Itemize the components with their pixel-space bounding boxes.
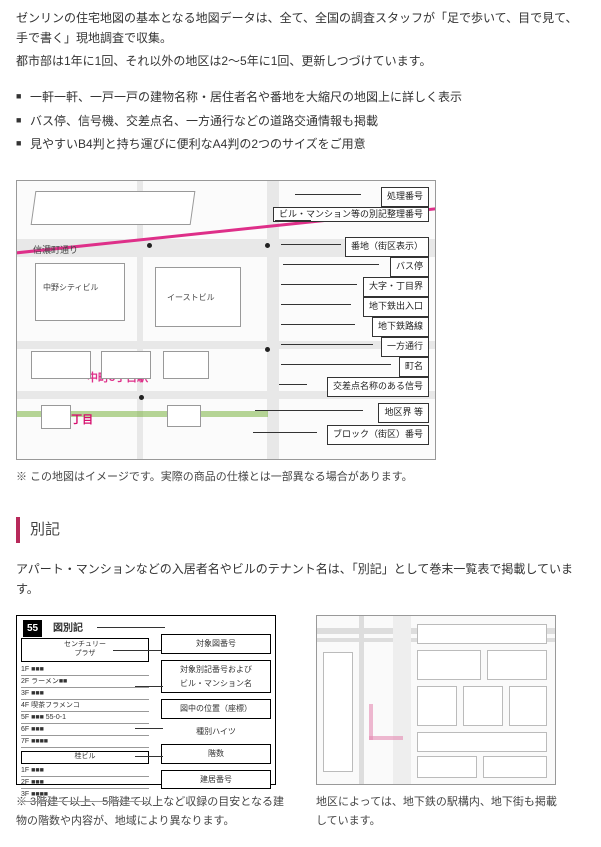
map-callout: 地区界 等 xyxy=(378,403,429,422)
map-callout: バス停 xyxy=(390,257,429,276)
key-right-box: 図中の位置（座標） xyxy=(161,699,271,719)
key-left-header-2: 桂ビル xyxy=(21,751,149,764)
two-column-row: 55 図別記 センチュリー プラザ 1F ■■■ 2F ラーメン■■ 3F ■■… xyxy=(16,615,585,830)
key-row: 2F ラーメン■■ xyxy=(21,676,149,688)
key-row: 5F ■■■ 55-0-1 xyxy=(21,712,149,724)
map-callout: 地下鉄路線 xyxy=(372,317,429,336)
map-callout: 地下鉄出入口 xyxy=(363,297,429,316)
key-row: 6F ■■■ xyxy=(21,724,149,736)
station-map-note: 地区によっては、地下鉄の駅構内、地下街も掲載しています。 xyxy=(316,793,566,830)
key-row: 1F ■■■ xyxy=(21,765,149,777)
feature-item: バス停、信号機、交差点名、一方通行などの道路交通情報も掲載 xyxy=(16,111,585,131)
key-row: 7F ■■■■ xyxy=(21,736,149,748)
map-callout: 処理番号 xyxy=(381,187,429,206)
key-diagram: 55 図別記 センチュリー プラザ 1F ■■■ 2F ラーメン■■ 3F ■■… xyxy=(16,615,276,785)
station-map-column: 地区によっては、地下鉄の駅構内、地下街も掲載しています。 xyxy=(316,615,566,830)
station-map xyxy=(316,615,556,785)
section-heading: 別記 xyxy=(16,517,585,543)
map-callout: 番地（街区表示） xyxy=(345,237,429,256)
key-right-box: 対象図番号 xyxy=(161,634,271,654)
key-row: 2F ■■■ xyxy=(21,777,149,789)
street-label: 信濃町通り xyxy=(33,243,78,258)
intro-line-2: 都市部は1年に1回、それ以外の地区は2〜5年に1回、更新しつづけています。 xyxy=(16,51,585,71)
key-right-box: 対象別記番号および ビル・マンション名 xyxy=(161,660,271,693)
key-row: 3F ■■■■ xyxy=(21,789,149,801)
key-badge-label: 図別記 xyxy=(53,620,83,637)
intro-line-1: ゼンリンの住宅地図の基本となる地図データは、全て、全国の調査スタッフが「足で歩い… xyxy=(16,8,585,49)
intro-text: ゼンリンの住宅地図の基本となる地図データは、全て、全国の調査スタッフが「足で歩い… xyxy=(16,8,585,71)
map-disclaimer: ※ この地図はイメージです。実際の商品の仕様とは一部異なる場合があります。 xyxy=(16,468,585,487)
map-callout: ブロック（街区）番号 xyxy=(327,425,429,444)
building-label: 中野シティビル xyxy=(43,281,99,295)
key-row: 3F ■■■ xyxy=(21,688,149,700)
building-label: イーストビル xyxy=(167,291,215,305)
section-description: アパート・マンションなどの入居者名やビルのテナント名は、「別記」として巻末一覧表… xyxy=(16,559,585,600)
map-illustration: 信濃町通り 中町3丁目駅 無能1丁目 中野シティビル イーストビル 処理番号 ビ… xyxy=(16,180,436,460)
key-right-box: 建居番号 xyxy=(161,770,271,790)
key-mid-label: 種別ハイツ xyxy=(161,725,271,739)
key-right-box: 階数 xyxy=(161,744,271,764)
key-row: 1F ■■■ xyxy=(21,664,149,676)
main-map-figure: 信濃町通り 中町3丁目駅 無能1丁目 中野シティビル イーストビル 処理番号 ビ… xyxy=(16,180,585,487)
map-callout: 一方通行 xyxy=(381,337,429,356)
key-row: 4F 喫茶フラメンコ xyxy=(21,700,149,712)
key-badge: 55 xyxy=(23,620,42,637)
map-callout: 町名 xyxy=(399,357,429,376)
feature-list: 一軒一軒、一戸一戸の建物名称・居住者名や番地を大縮尺の地図上に詳しく表示 バス停… xyxy=(16,87,585,154)
feature-item: 見やすいB4判と持ち運びに便利なA4判の2つのサイズをご用意 xyxy=(16,134,585,154)
feature-item: 一軒一軒、一戸一戸の建物名称・居住者名や番地を大縮尺の地図上に詳しく表示 xyxy=(16,87,585,107)
map-callout: 交差点名称のある信号 xyxy=(327,377,429,396)
key-diagram-column: 55 図別記 センチュリー プラザ 1F ■■■ 2F ラーメン■■ 3F ■■… xyxy=(16,615,286,830)
map-callout: 大字・丁目界 xyxy=(363,277,429,296)
